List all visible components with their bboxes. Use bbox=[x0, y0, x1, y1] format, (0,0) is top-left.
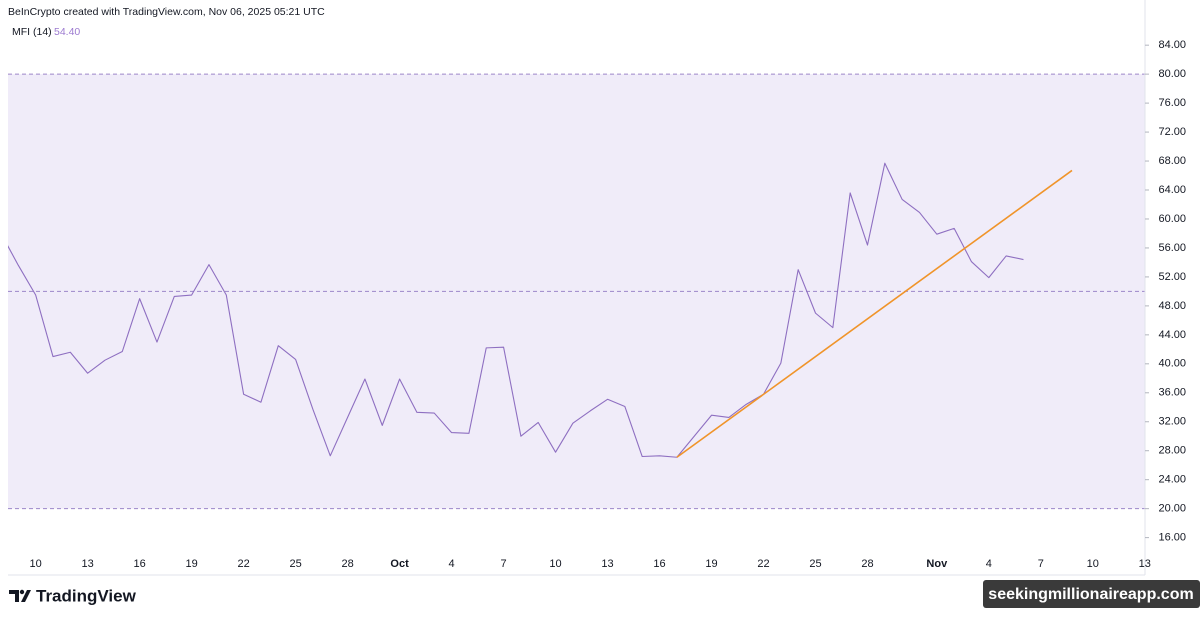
x-tick-label: 28 bbox=[861, 558, 873, 570]
x-tick-label: Oct bbox=[390, 558, 409, 570]
x-tick-label: 4 bbox=[986, 558, 992, 570]
x-tick-label: 13 bbox=[601, 558, 613, 570]
x-tick-label: 19 bbox=[705, 558, 717, 570]
y-tick-label: 72.00 bbox=[1158, 126, 1186, 138]
plot-clip-group bbox=[8, 162, 1073, 458]
credit: BeInCrypto created with TradingView.com,… bbox=[8, 6, 325, 18]
x-tick-label: 19 bbox=[186, 558, 198, 570]
y-tick-label: 80.00 bbox=[1158, 68, 1186, 80]
x-tick-label: 10 bbox=[30, 558, 42, 570]
last-value: 54.40 bbox=[54, 26, 80, 38]
x-tick-label: 16 bbox=[134, 558, 146, 570]
watermark: seekingmillionaireapp.com bbox=[988, 586, 1193, 603]
y-tick-label: 64.00 bbox=[1158, 184, 1186, 196]
plot-area bbox=[8, 73, 1145, 510]
y-tick-label: 16.00 bbox=[1158, 532, 1186, 544]
y-tick-label: 40.00 bbox=[1158, 358, 1186, 370]
x-tick-label: 7 bbox=[501, 558, 507, 570]
x-tick-label: 7 bbox=[1038, 558, 1044, 570]
x-tick-label: 16 bbox=[653, 558, 665, 570]
y-tick-label: 24.00 bbox=[1158, 474, 1186, 486]
y-tick-label: 52.00 bbox=[1158, 271, 1186, 283]
y-tick-label: 68.00 bbox=[1158, 155, 1186, 167]
x-tick-label: 25 bbox=[809, 558, 821, 570]
indicator-name: MFI (14) bbox=[12, 26, 52, 38]
watermark-box bbox=[983, 580, 1200, 608]
x-tick-label: 10 bbox=[549, 558, 561, 570]
trendline bbox=[676, 169, 1073, 458]
y-tick-label: 44.00 bbox=[1158, 329, 1186, 341]
brand-name: TradingView bbox=[36, 586, 137, 605]
x-tick-label: 13 bbox=[1139, 558, 1151, 570]
x-tick-label: 25 bbox=[289, 558, 301, 570]
y-tick-label: 60.00 bbox=[1158, 213, 1186, 225]
y-tick-label: 32.00 bbox=[1158, 416, 1186, 428]
x-tick-label: 4 bbox=[449, 558, 455, 570]
x-tick-label: 13 bbox=[82, 558, 94, 570]
x-tick-label: 28 bbox=[341, 558, 353, 570]
y-tick-label: 48.00 bbox=[1158, 300, 1186, 312]
y-tick-label: 36.00 bbox=[1158, 387, 1186, 399]
x-tick-label: 10 bbox=[1087, 558, 1099, 570]
y-tick-label: 84.00 bbox=[1158, 39, 1186, 51]
y-tick-label: 76.00 bbox=[1158, 97, 1186, 109]
x-tick-label: 22 bbox=[237, 558, 249, 570]
mfi-line bbox=[8, 162, 1024, 458]
y-tick-label: 28.00 bbox=[1158, 445, 1186, 457]
brand-logo: TradingView bbox=[9, 586, 137, 605]
x-tick-label: Nov bbox=[926, 558, 948, 570]
y-tick-label: 20.00 bbox=[1158, 503, 1186, 515]
y-tick-label: 56.00 bbox=[1158, 242, 1186, 254]
x-tick-label: 22 bbox=[757, 558, 769, 570]
